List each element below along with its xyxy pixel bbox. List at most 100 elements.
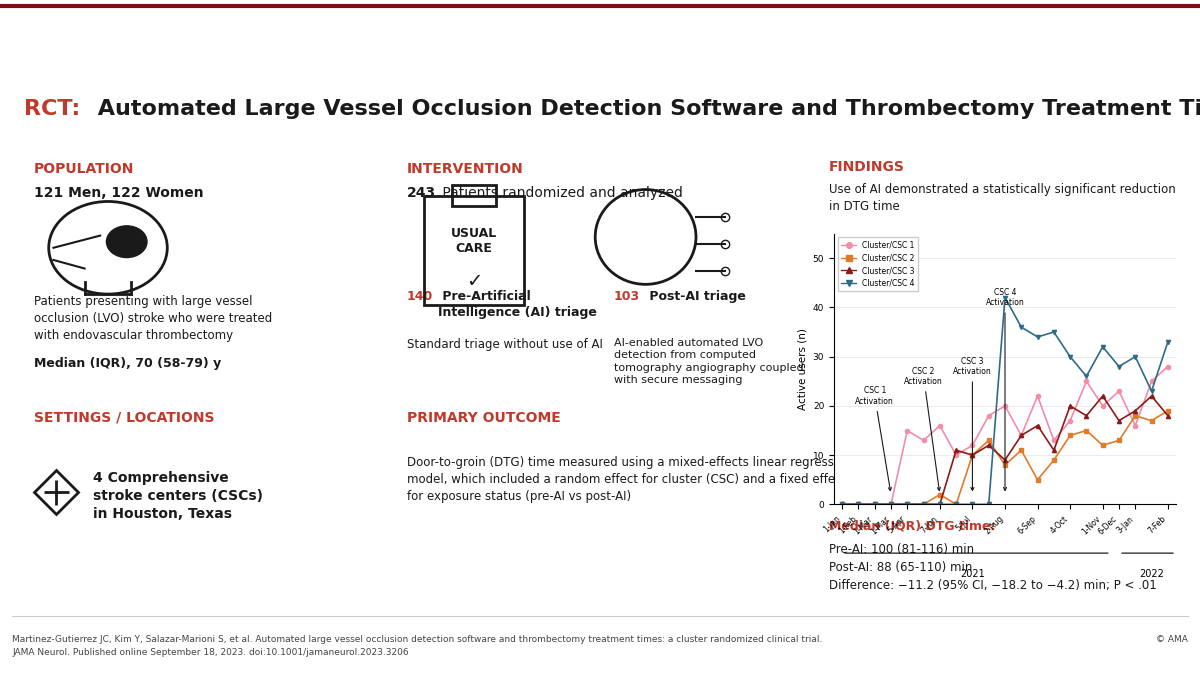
Line: Cluster/CSC 2: Cluster/CSC 2 xyxy=(840,409,1170,506)
Cluster/CSC 2 xyxy=(1112,436,1127,444)
Text: 103: 103 xyxy=(613,290,640,303)
Cluster/CSC 3 xyxy=(1145,392,1159,400)
Cluster/CSC 3 xyxy=(883,500,898,508)
Cluster/CSC 2 xyxy=(1079,427,1093,435)
Cluster/CSC 1 xyxy=(868,500,882,508)
Cluster/CSC 3 xyxy=(1112,416,1127,424)
Cluster/CSC 1 xyxy=(1046,436,1061,444)
Text: FINDINGS: FINDINGS xyxy=(829,160,905,175)
Text: CSC 1
Activation: CSC 1 Activation xyxy=(856,387,894,491)
Cluster/CSC 3 xyxy=(917,500,931,508)
Text: ✓: ✓ xyxy=(466,272,482,291)
Cluster/CSC 2 xyxy=(1145,416,1159,424)
Cluster/CSC 2 xyxy=(1031,476,1045,484)
Cluster/CSC 3 xyxy=(1079,412,1093,420)
Cluster/CSC 1 xyxy=(1063,416,1078,424)
Text: CSC 2
Activation: CSC 2 Activation xyxy=(904,367,943,491)
Text: AI-enabled automated LVO
detection from computed
tomography angiography coupled
: AI-enabled automated LVO detection from … xyxy=(613,338,803,385)
Cluster/CSC 3 xyxy=(982,441,996,450)
Cluster/CSC 2 xyxy=(1063,431,1078,439)
Cluster/CSC 2 xyxy=(982,436,996,444)
Cluster/CSC 4 xyxy=(965,500,979,508)
Text: 4 Comprehensive
stroke centers (CSCs)
in Houston, Texas: 4 Comprehensive stroke centers (CSCs) in… xyxy=(92,471,263,521)
Cluster/CSC 3 xyxy=(1128,407,1142,415)
Cluster/CSC 1 xyxy=(1112,387,1127,395)
Cluster/CSC 3 xyxy=(1046,446,1061,454)
Line: Cluster/CSC 1: Cluster/CSC 1 xyxy=(840,364,1170,506)
Cluster/CSC 4 xyxy=(900,500,914,508)
Cluster/CSC 4 xyxy=(851,500,865,508)
Cluster/CSC 2 xyxy=(1160,407,1175,415)
Text: PRIMARY OUTCOME: PRIMARY OUTCOME xyxy=(407,411,560,425)
Y-axis label: Active users (n): Active users (n) xyxy=(797,328,808,410)
Text: Standard triage without use of AI: Standard triage without use of AI xyxy=(407,338,602,351)
Text: © AMA: © AMA xyxy=(1156,635,1188,645)
Text: Use of AI demonstrated a statistically significant reduction
in DTG time: Use of AI demonstrated a statistically s… xyxy=(829,183,1176,213)
Cluster/CSC 3 xyxy=(1160,412,1175,420)
Text: 2021: 2021 xyxy=(960,569,985,580)
Cluster/CSC 3 xyxy=(868,500,882,508)
Text: Door-to-groin (DTG) time measured using a mixed-effects linear regression
model,: Door-to-groin (DTG) time measured using … xyxy=(407,456,852,503)
Text: 243: 243 xyxy=(407,186,436,200)
Text: 121 Men, 122 Women: 121 Men, 122 Women xyxy=(34,186,204,200)
Bar xyxy=(452,185,496,206)
Cluster/CSC 1 xyxy=(932,422,947,430)
Cluster/CSC 2 xyxy=(851,500,865,508)
Text: POPULATION: POPULATION xyxy=(34,162,134,177)
Text: CSC 4
Activation: CSC 4 Activation xyxy=(985,288,1025,491)
Cluster/CSC 1 xyxy=(883,500,898,508)
Cluster/CSC 1 xyxy=(997,402,1012,410)
Cluster/CSC 4 xyxy=(1145,387,1159,395)
Cluster/CSC 1 xyxy=(851,500,865,508)
Text: Median (IQR), 70 (58-79) y: Median (IQR), 70 (58-79) y xyxy=(34,357,221,370)
Cluster/CSC 3 xyxy=(1014,431,1028,439)
Cluster/CSC 4 xyxy=(883,500,898,508)
Text: Martinez-Gutierrez JC, Kim Y, Salazar-Marioni S, et al. Automated large vessel o: Martinez-Gutierrez JC, Kim Y, Salazar-Ma… xyxy=(12,635,822,657)
Cluster/CSC 1 xyxy=(1145,377,1159,385)
Cluster/CSC 4 xyxy=(1160,338,1175,346)
Cluster/CSC 1 xyxy=(1079,377,1093,385)
Cluster/CSC 4 xyxy=(917,500,931,508)
Text: 2022: 2022 xyxy=(1139,569,1164,580)
Cluster/CSC 1 xyxy=(900,427,914,435)
Cluster/CSC 4 xyxy=(868,500,882,508)
Cluster/CSC 4 xyxy=(1112,362,1127,370)
Cluster/CSC 2 xyxy=(1096,441,1110,450)
Text: CSC 3
Activation: CSC 3 Activation xyxy=(953,357,992,491)
Cluster/CSC 4 xyxy=(1079,372,1093,380)
Cluster/CSC 4 xyxy=(982,500,996,508)
Text: Difference: −11.2 (95% CI, −18.2 to −4.2) min; P < .01: Difference: −11.2 (95% CI, −18.2 to −4.2… xyxy=(829,580,1157,592)
Cluster/CSC 4 xyxy=(1031,333,1045,341)
Line: Cluster/CSC 3: Cluster/CSC 3 xyxy=(840,394,1170,506)
Cluster/CSC 2 xyxy=(835,500,850,508)
Text: RCT:: RCT: xyxy=(24,99,80,118)
Cluster/CSC 1 xyxy=(835,500,850,508)
Cluster/CSC 4 xyxy=(1128,353,1142,361)
Cluster/CSC 2 xyxy=(883,500,898,508)
Text: Pre-Artificial
Intelligence (AI) triage: Pre-Artificial Intelligence (AI) triage xyxy=(438,290,596,319)
Cluster/CSC 2 xyxy=(932,490,947,498)
Cluster/CSC 4 xyxy=(932,500,947,508)
Cluster/CSC 3 xyxy=(835,500,850,508)
Cluster/CSC 1 xyxy=(982,412,996,420)
Cluster/CSC 3 xyxy=(1031,422,1045,430)
Cluster/CSC 2 xyxy=(1046,456,1061,464)
Text: Pre-AI: 100 (81-116) min: Pre-AI: 100 (81-116) min xyxy=(829,542,974,556)
Cluster/CSC 2 xyxy=(868,500,882,508)
Text: Post-AI: 88 (65-110) min: Post-AI: 88 (65-110) min xyxy=(829,561,972,574)
Text: USUAL
CARE: USUAL CARE xyxy=(451,227,497,255)
Cluster/CSC 3 xyxy=(851,500,865,508)
Cluster/CSC 1 xyxy=(1160,362,1175,370)
Text: 140: 140 xyxy=(407,290,433,303)
Cluster/CSC 4 xyxy=(1014,323,1028,331)
Cluster/CSC 1 xyxy=(1096,402,1110,410)
Text: Automated Large Vessel Occlusion Detection Software and Thrombectomy Treatment T: Automated Large Vessel Occlusion Detecti… xyxy=(90,99,1200,118)
Cluster/CSC 4 xyxy=(1063,353,1078,361)
Cluster/CSC 3 xyxy=(949,446,964,454)
Cluster/CSC 1 xyxy=(965,441,979,450)
Cluster/CSC 2 xyxy=(1014,446,1028,454)
Cluster/CSC 3 xyxy=(932,500,947,508)
Circle shape xyxy=(107,226,148,257)
Text: INTERVENTION: INTERVENTION xyxy=(407,162,523,177)
Cluster/CSC 4 xyxy=(835,500,850,508)
